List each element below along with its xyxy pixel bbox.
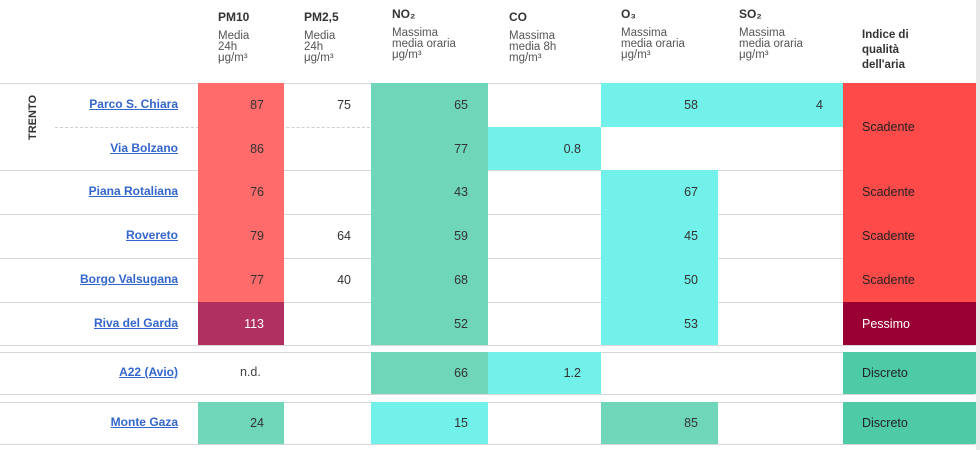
header-pm25-sub: Media 24h μg/m³ — [304, 30, 336, 64]
o3-value-cell: 53 — [601, 302, 718, 345]
header-o3: O₃ Massima media oraria μg/m³ — [621, 0, 685, 61]
pm10-value-cell: 77 — [198, 258, 284, 302]
no2-value-cell: 77 — [371, 127, 488, 170]
no2-value-cell: 43 — [371, 170, 488, 214]
row-divider — [0, 394, 975, 395]
station-link[interactable]: A22 (Avio) — [119, 365, 178, 379]
pm10-value-cell: 24 — [198, 402, 284, 444]
pm10-value-cell: 86 — [198, 127, 284, 170]
o3-value-cell: 45 — [601, 214, 718, 258]
station-link[interactable]: Borgo Valsugana — [79, 272, 178, 286]
aqi-badge: Pessimo — [843, 302, 977, 345]
pm25-value-cell: 40 — [337, 273, 351, 287]
so2-value-cell: 4 — [718, 83, 843, 127]
o3-value-cell: 58 — [601, 83, 718, 127]
header-pm10-title: PM10 — [218, 10, 250, 24]
pm25-value-cell: 64 — [337, 229, 351, 243]
no2-value-cell: 65 — [371, 83, 488, 127]
o3-value-cell: 85 — [601, 402, 718, 444]
header-pm10-sub: Media 24h μg/m³ — [218, 30, 250, 64]
header-so2-title: SO₂ — [739, 7, 762, 21]
header-pm25-title: PM2,5 — [304, 10, 339, 24]
station-link[interactable]: Monte Gaza — [110, 415, 178, 429]
header-no2: NO₂ Massima media oraria μg/m³ — [392, 0, 456, 61]
o3-value-cell: 67 — [601, 170, 718, 214]
aqi-badge: Scadente — [843, 258, 977, 302]
station-link[interactable]: Rovereto — [125, 228, 178, 242]
no2-value-cell: 68 — [371, 258, 488, 302]
header-so2-sub: Massima media oraria μg/m³ — [739, 27, 803, 61]
header-co: CO Massima media 8h mg/m³ — [509, 0, 556, 64]
header-o3-title: O₃ — [621, 7, 636, 21]
no2-value-cell: 66 — [371, 352, 488, 394]
row-divider — [0, 345, 975, 346]
header-co-title: CO — [509, 10, 527, 24]
city-label: TRENTO — [27, 94, 39, 140]
co-value-cell: 1.2 — [488, 352, 601, 394]
no2-value-cell: 15 — [371, 402, 488, 444]
header-no2-sub: Massima media oraria μg/m³ — [392, 27, 456, 61]
pm10-value-cell: 113 — [198, 302, 284, 345]
scrollbar[interactable] — [976, 0, 980, 450]
header-aqi: Indice di qualità dell'aria — [862, 29, 909, 71]
no2-value-cell: 59 — [371, 214, 488, 258]
row-divider — [0, 444, 975, 445]
no2-value-cell: 52 — [371, 302, 488, 345]
header-pm25: PM2,5 Media 24h μg/m³ — [304, 0, 339, 64]
pm10-value-cell: 79 — [198, 214, 284, 258]
aqi-badge: Scadente — [843, 170, 977, 214]
value-not-available: n.d. — [240, 365, 261, 379]
aqi-badge: Scadente — [843, 83, 977, 170]
co-value-cell: 0.8 — [488, 127, 601, 170]
header-pm10: PM10 Media 24h μg/m³ — [218, 0, 249, 64]
pm25-value-cell: 75 — [337, 98, 351, 112]
aqi-badge: Discreto — [843, 402, 977, 444]
header-o3-sub: Massima media oraria μg/m³ — [621, 27, 685, 61]
station-link[interactable]: Riva del Garda — [93, 315, 178, 330]
aqi-badge: Scadente — [843, 214, 977, 258]
aqi-badge: Discreto — [843, 352, 977, 394]
station-link[interactable]: Parco S. Chiara — [89, 97, 178, 111]
station-link[interactable]: Via Bolzano — [110, 140, 178, 155]
header-co-sub: Massima media 8h mg/m³ — [509, 30, 557, 64]
pm10-value-cell: 87 — [198, 83, 284, 127]
station-link[interactable]: Piana Rotaliana — [88, 184, 178, 198]
o3-value-cell: 50 — [601, 258, 718, 302]
pm10-value-cell: 76 — [198, 170, 284, 214]
header-no2-title: NO₂ — [392, 7, 416, 21]
header-so2: SO₂ Massima media oraria μg/m³ — [739, 0, 803, 61]
